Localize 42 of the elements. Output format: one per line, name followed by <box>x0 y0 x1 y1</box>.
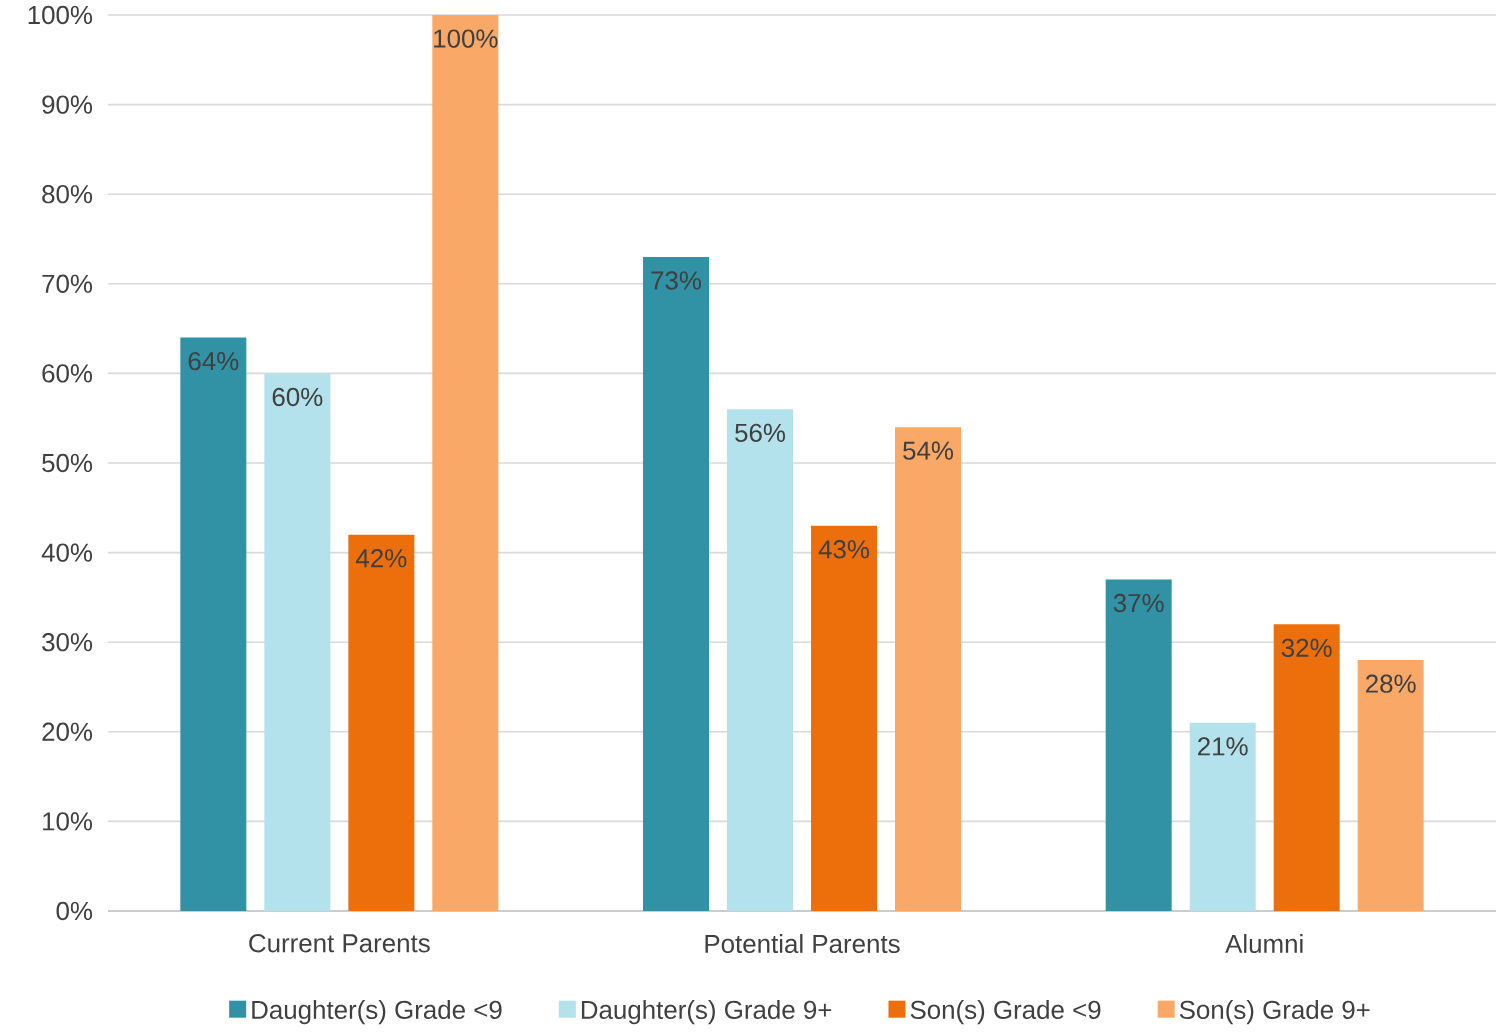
bar <box>264 373 331 911</box>
bar <box>348 534 415 911</box>
data-label: 21% <box>1198 737 1248 756</box>
data-label: 100% <box>434 29 498 48</box>
legend-label: Son(s) Grade 9+ <box>1179 999 1370 1025</box>
y-tick-label: 70% <box>42 274 93 293</box>
bar <box>727 409 794 911</box>
data-label: 54% <box>903 441 954 460</box>
bar <box>895 427 962 911</box>
bar <box>643 256 710 911</box>
data-label: 42% <box>356 549 407 568</box>
x-tick-label: Current Parents <box>249 934 430 953</box>
data-label: 32% <box>1281 638 1332 658</box>
y-tick-label: 100% <box>28 5 93 25</box>
y-tick-label: 30% <box>42 633 93 652</box>
x-tick-label: Potential Parents <box>705 934 900 954</box>
bar <box>1105 579 1172 911</box>
data-label: 73% <box>651 271 702 290</box>
bar <box>1189 722 1256 911</box>
data-label: 37% <box>1113 593 1164 613</box>
legend-label: Daughter(s) Grade <9 <box>252 999 502 1025</box>
y-tick-label: 50% <box>42 453 93 473</box>
y-tick-label: 80% <box>42 185 93 204</box>
y-tick-label: 10% <box>43 812 93 831</box>
legend-label: Daughter(s) Grade 9+ <box>581 999 832 1025</box>
bar <box>811 525 878 911</box>
bar <box>1273 624 1340 911</box>
y-tick-label: 20% <box>42 722 93 741</box>
data-label: 28% <box>1366 674 1416 693</box>
y-tick-label: 60% <box>42 364 93 383</box>
y-tick-label: 0% <box>56 901 93 921</box>
bar <box>432 14 499 911</box>
bar <box>180 337 247 911</box>
data-label: 64% <box>188 351 239 371</box>
legend-label: Son(s) Grade <9 <box>910 999 1101 1025</box>
y-tick-label: 90% <box>42 95 93 114</box>
x-tick-label: Alumni <box>1225 934 1303 954</box>
bar <box>1357 660 1424 911</box>
y-tick-label: 40% <box>41 543 93 562</box>
data-label: 56% <box>735 423 786 442</box>
data-label: 60% <box>272 387 323 407</box>
data-label: 43% <box>818 540 870 559</box>
